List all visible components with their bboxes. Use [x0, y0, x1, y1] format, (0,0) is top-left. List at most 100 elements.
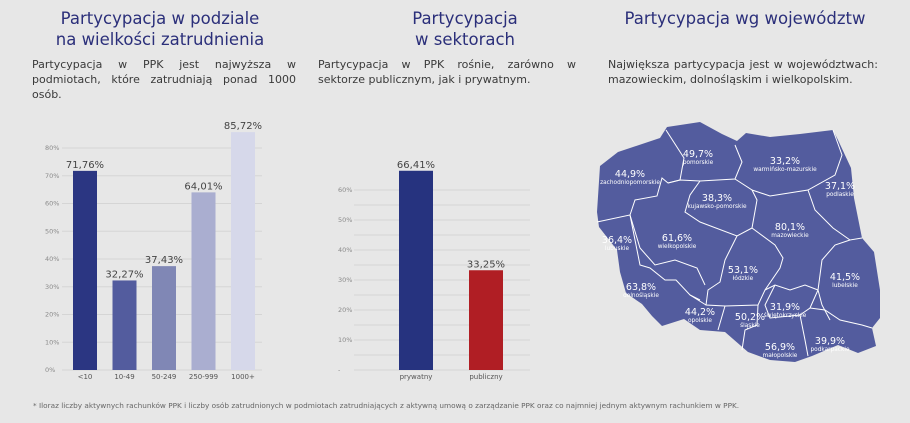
region-border [799, 314, 809, 357]
poland-map: 44,9%zachodniopomorskie 49,7%pomorskie 33,… [596, 122, 880, 362]
sector-chart-title: Partycypacja w sektorach [335, 8, 595, 50]
region-border [667, 179, 681, 184]
bar-1000+ [231, 132, 255, 370]
region-value: 39,9% [815, 336, 845, 347]
region-name: zachodniopomorskie [600, 180, 660, 186]
region-name: lubuskie [605, 246, 630, 252]
region-name: łódzkie [733, 275, 754, 282]
region-value: 53,1% [728, 265, 758, 276]
data-label: 33,25% [467, 259, 505, 270]
bar-50-249 [152, 266, 176, 370]
size-bar-chart: 0% 10% 20% 30% 40% 50% 60% 70% 80% 71,76% <10 32,27… [45, 121, 262, 381]
x-tick-label: 50-249 [152, 373, 177, 381]
bar-<10 [73, 170, 97, 370]
region-name: lubelskie [832, 283, 858, 289]
region-border [665, 129, 685, 181]
x-tick-label: 10-49 [114, 373, 134, 381]
region-name: śląskie [740, 322, 760, 329]
data-label: 37,43% [145, 255, 183, 266]
region-border [809, 307, 873, 329]
region-name: małopolskie [763, 353, 798, 359]
region-value: 44,2% [685, 307, 715, 318]
region-name: kujawsko-pomorskie [687, 204, 746, 210]
data-label: 66,41% [397, 160, 435, 171]
data-label: 85,72% [224, 121, 262, 132]
bar-prywatny [399, 170, 433, 370]
y-tick-label: 0% [45, 366, 55, 374]
map-title: Partycypacja wg województw [600, 8, 890, 29]
y-tick-label: 60% [45, 200, 59, 208]
region-name: świętokrzyskie [764, 312, 807, 319]
region-border [629, 214, 706, 286]
region-border [751, 129, 843, 197]
bar-250-999 [191, 192, 216, 370]
region-border [764, 284, 819, 291]
title-line: Partycypacja wg województw [624, 9, 866, 28]
region-value: 41,5% [830, 272, 860, 283]
bar-10-49 [112, 280, 137, 370]
region-border [629, 214, 701, 301]
x-tick-label: publiczny [469, 373, 502, 381]
y-tick-label: 30% [338, 276, 352, 284]
size-chart-title: Partycypacja w podziale na wielkości zat… [20, 8, 300, 50]
y-tick-label: 70% [45, 172, 59, 180]
region-border [817, 239, 851, 321]
y-tick-label: 80% [45, 144, 59, 152]
region-border [705, 227, 784, 307]
region-border [764, 284, 819, 319]
y-tick-label: 10% [45, 338, 59, 346]
region-name: podkarpackie [810, 347, 849, 353]
region-border [689, 294, 707, 306]
title-line: na wielkości zatrudnienia [55, 30, 265, 49]
map-description: Największa partycypacja jest w województ… [608, 58, 878, 86]
y-tick-label: 50% [338, 216, 352, 224]
title-line: Partycypacja [412, 9, 518, 28]
region-value: 33,2% [770, 156, 800, 167]
map-outline [597, 122, 880, 362]
y-tick-label: 50% [45, 227, 59, 235]
region-value: 44,9% [615, 169, 645, 180]
title-line: Partycypacja w podziale [60, 9, 260, 28]
title-line: w sektorach [414, 30, 516, 49]
y-tick-label: 10% [338, 336, 352, 344]
region-value: 50,2% [735, 312, 765, 323]
region-value: 38,3% [702, 193, 732, 204]
region-name: podlaskie [826, 192, 854, 198]
sector-bar-chart: - 10% 20% 30% 40% 50% 60% 66,41% prywatny 33,25% p… [338, 160, 530, 381]
sector-chart-description: Partycypacja w PPK rośnie, zarówno w sek… [318, 58, 576, 86]
data-label: 32,27% [105, 269, 143, 280]
footnote: * Iloraz liczby aktywnych rachunków PPK … [33, 401, 740, 410]
data-label: 71,76% [66, 160, 104, 171]
y-tick-label: 60% [338, 186, 352, 194]
region-name: pomorskie [683, 160, 714, 166]
y-tick-label: 20% [338, 306, 352, 314]
region-value: 36,4% [602, 235, 632, 246]
y-tick-label: 30% [45, 283, 59, 291]
x-tick-label: prywatny [400, 373, 433, 381]
x-tick-label: <10 [78, 373, 93, 381]
region-name: dolnośląskie [623, 292, 659, 299]
region-value: 31,9% [770, 302, 800, 313]
bar-publiczny [469, 270, 503, 370]
region-name: mazowieckie [771, 233, 809, 239]
region-border [717, 305, 726, 331]
y-tick-label: 40% [45, 255, 59, 263]
region-name: opolskie [688, 318, 712, 324]
x-tick-label: 250-999 [189, 373, 218, 381]
region-border [741, 304, 759, 351]
data-label: 64,01% [184, 181, 222, 192]
region-value: 80,1% [775, 222, 805, 233]
size-chart-description: Partycypacja w PPK jest najwyższa w podm… [32, 58, 296, 101]
region-name: warmińsko-mazurskie [753, 166, 817, 173]
region-value: 63,8% [626, 282, 656, 293]
x-tick-label: 1000+ [231, 373, 255, 381]
y-tick-label: 20% [45, 311, 59, 319]
region-value: 37,1% [825, 181, 855, 192]
region-value: 56,9% [765, 342, 795, 353]
region-value: 61,6% [662, 233, 692, 244]
region-border [807, 189, 863, 241]
region-name: wielkopolskie [658, 244, 697, 250]
y-tick-label: - [338, 366, 341, 374]
region-value: 49,7% [683, 149, 713, 160]
